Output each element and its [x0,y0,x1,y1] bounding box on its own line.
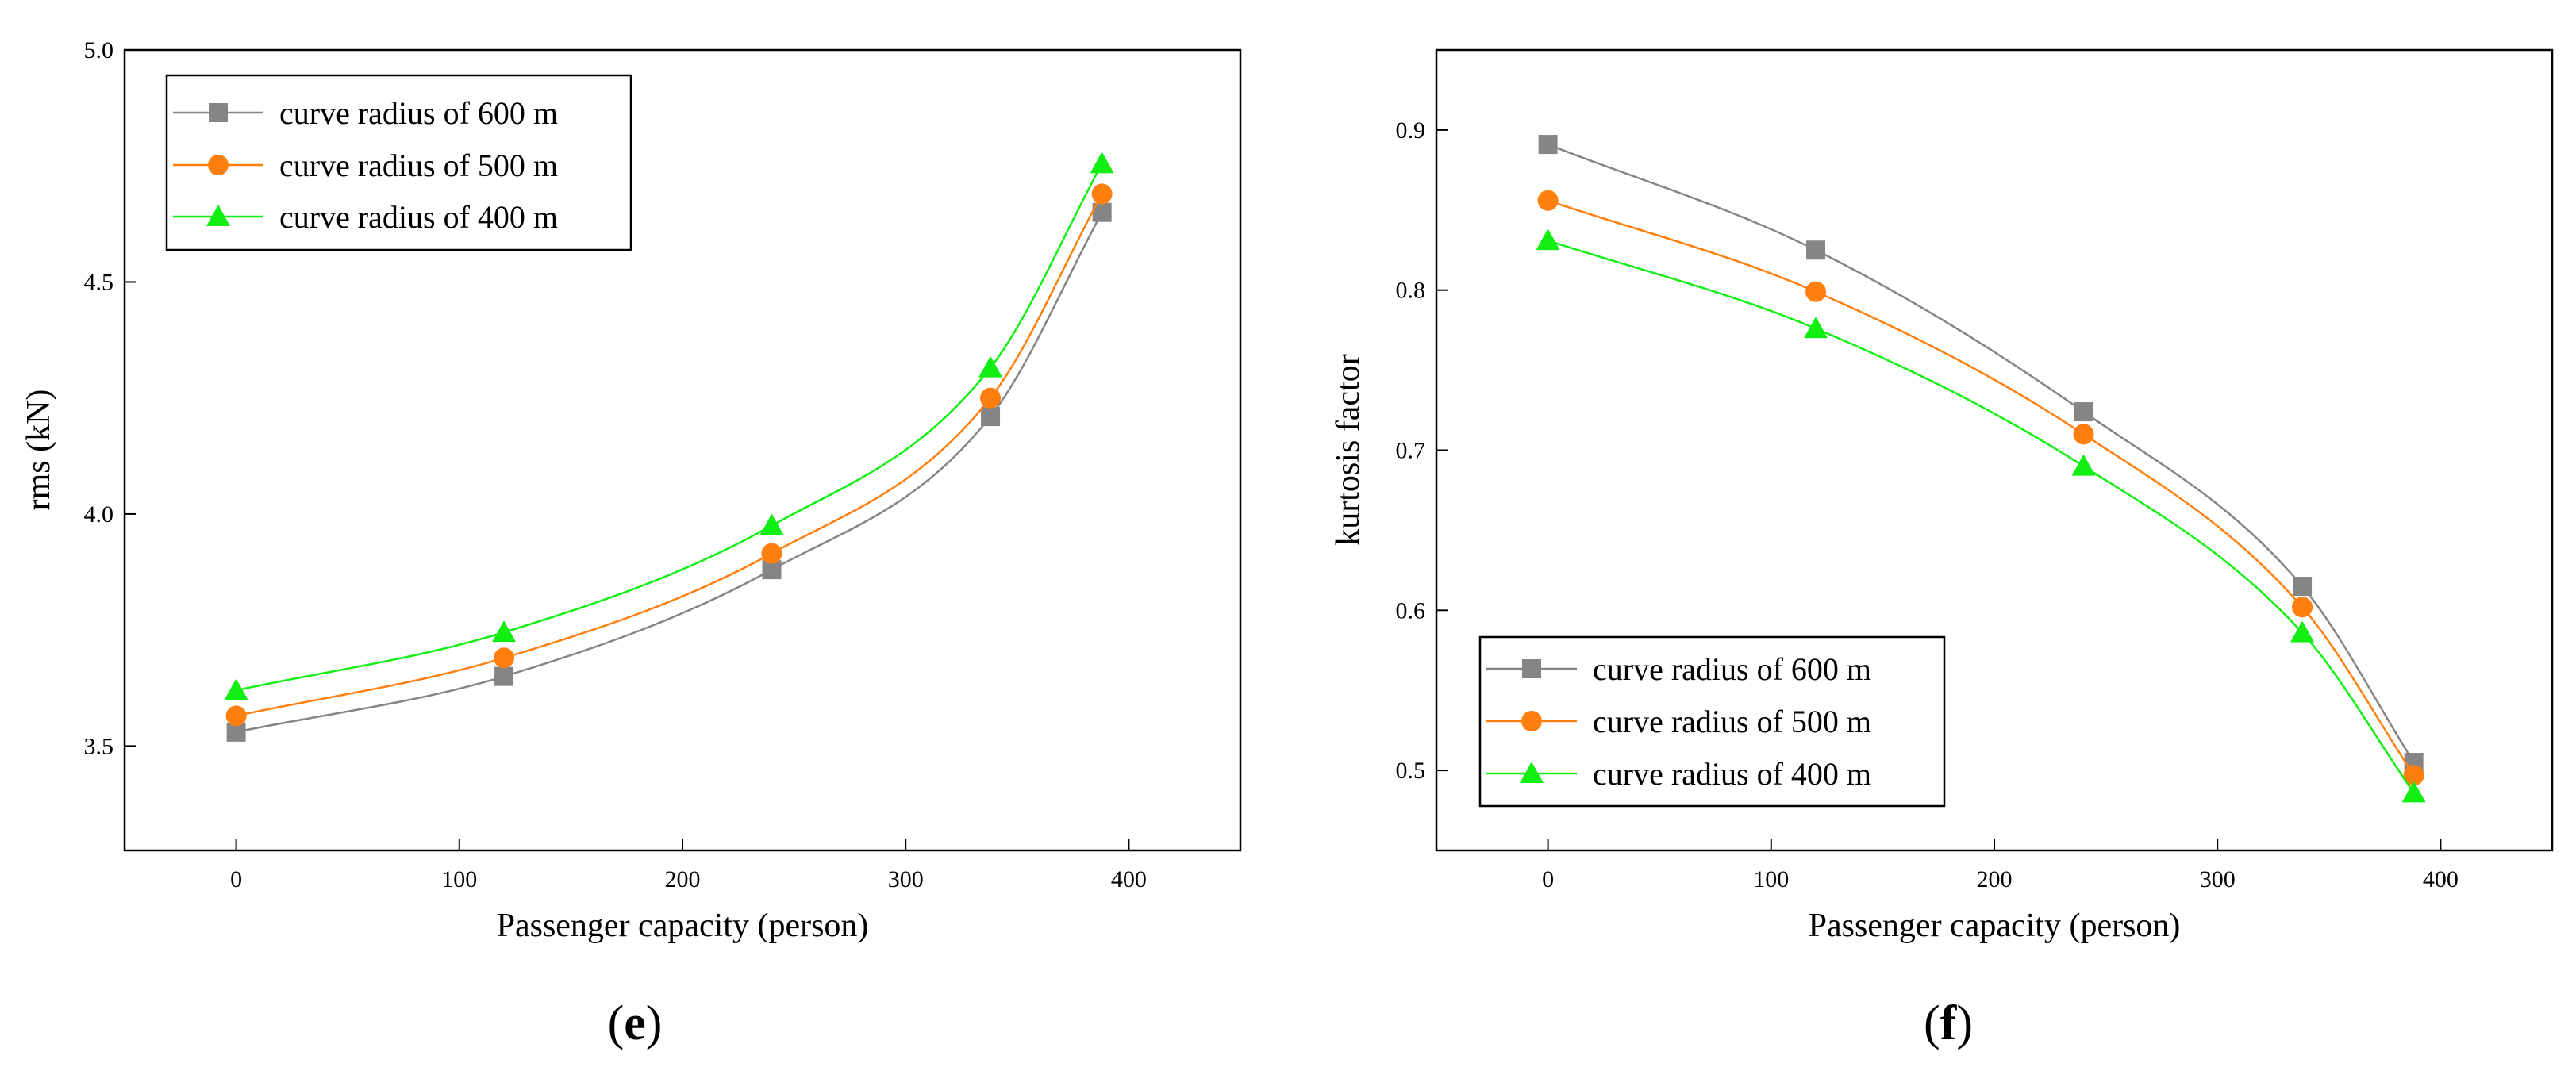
legend-label-400: curve radius of 400 m [279,199,558,235]
data-point [981,407,1001,427]
chart-panel-e: 0 100 200 300 400 3.5 4.0 4.5 5.0 Passenger capa… [21,37,1242,1050]
y-axis-title: rms (kN) [21,390,57,511]
x-tick-label: 200 [1977,866,2013,892]
x-tick-label: 100 [441,866,477,892]
data-point [1090,152,1114,174]
y-tick-label: 0.6 [1396,597,1426,624]
legend-label-500: curve radius of 500 m [279,148,558,183]
legend-box [165,74,632,251]
data-point [224,678,248,700]
data-point [1806,240,1826,260]
legend-square-marker [1522,659,1541,678]
data-point [2074,402,2093,422]
legend-marker-shape [208,155,229,175]
legend-circle-marker [208,155,229,175]
legend-marker-shape [1520,762,1544,783]
x-tick-label: 0 [1542,866,1554,892]
legend-entry: curve radius of 400 m [1486,756,1871,792]
data-point [759,513,784,535]
axis-ticks: 0 100 200 300 400 0.5 0.6 0.7 0.8 0.9 [1396,117,2459,892]
x-tick-label: 100 [1753,866,1789,892]
x-axis-title: Passenger capacity (person) [1809,908,2181,944]
data-point [2290,620,2315,643]
legend-entry: curve radius of 500 m [173,148,558,183]
data-point [2073,424,2094,445]
legend-label-500: curve radius of 500 m [1593,704,1871,739]
x-tick-label: 300 [888,866,924,892]
data-point [492,620,517,643]
data-point [1538,135,1558,155]
axis-ticks: 0 100 200 300 400 3.5 4.0 4.5 5.0 [84,37,1147,892]
data-point [1536,228,1560,251]
data-point [2292,597,2313,618]
legend-entry: curve radius of 500 m [1486,704,1871,739]
data-point [980,387,1002,409]
x-axis-title: Passenger capacity (person) [497,908,869,944]
y-tick-label: 0.7 [1396,438,1426,464]
y-tick-label: 5.0 [84,37,114,63]
legend-square-marker [209,103,228,122]
y-tick-label: 0.5 [1396,758,1426,784]
legend-entry: curve radius of 600 m [1486,651,1871,687]
data-point [2293,577,2313,597]
data-point [494,647,515,669]
data-point [1805,281,1827,302]
legend-marker-shape [1521,711,1542,731]
legend-circle-marker [1521,711,1542,731]
legend: curve radius of 600 m curve radius of 50… [1478,635,1946,808]
data-point [1091,183,1113,205]
legend-label-600: curve radius of 600 m [1593,651,1871,687]
series-line [1548,199,2415,776]
data-point [494,666,514,686]
data-point [1804,317,1828,339]
y-axis-title: kurtosis factor [1330,354,1367,545]
x-tick-label: 400 [1111,866,1147,892]
x-tick-label: 200 [665,866,701,892]
y-tick-label: 0.9 [1396,117,1426,144]
panel-label-e: (e) [608,996,663,1050]
x-tick-label: 0 [230,866,242,892]
y-tick-label: 3.5 [84,733,114,759]
series-layer [1536,135,2426,803]
data-point [2401,781,2426,803]
legend-marker-shape [1522,659,1541,678]
legend-triangle-marker [206,205,230,226]
x-tick-label: 300 [2200,866,2236,892]
data-point [978,355,1003,378]
data-point [225,705,247,727]
legend-triangle-marker [1520,762,1544,783]
legend-label-600: curve radius of 600 m [279,95,558,131]
legend-marker-shape [206,205,230,226]
legend: curve radius of 600 m curve radius of 50… [165,74,632,251]
legend-label-400: curve radius of 400 m [1593,756,1871,792]
chart-panel-f: 0 100 200 300 400 0.5 0.6 0.7 0.8 0.9 Passenger c… [1330,48,2554,1050]
series-line [1548,143,2415,763]
y-tick-label: 4.5 [84,269,114,295]
data-point [1537,190,1559,211]
y-tick-label: 4.0 [84,501,114,528]
legend-entry: curve radius of 400 m [173,199,558,235]
legend-marker-shape [209,103,228,122]
data-point [2071,454,2096,476]
y-tick-label: 0.8 [1396,278,1426,304]
x-tick-label: 400 [2423,866,2459,892]
data-point [761,543,782,564]
legend-entry: curve radius of 600 m [173,95,558,131]
panel-label-f: (f) [1924,996,1973,1050]
series-line [1548,239,2415,794]
series-layer [224,152,1114,742]
data-point [2403,765,2424,786]
